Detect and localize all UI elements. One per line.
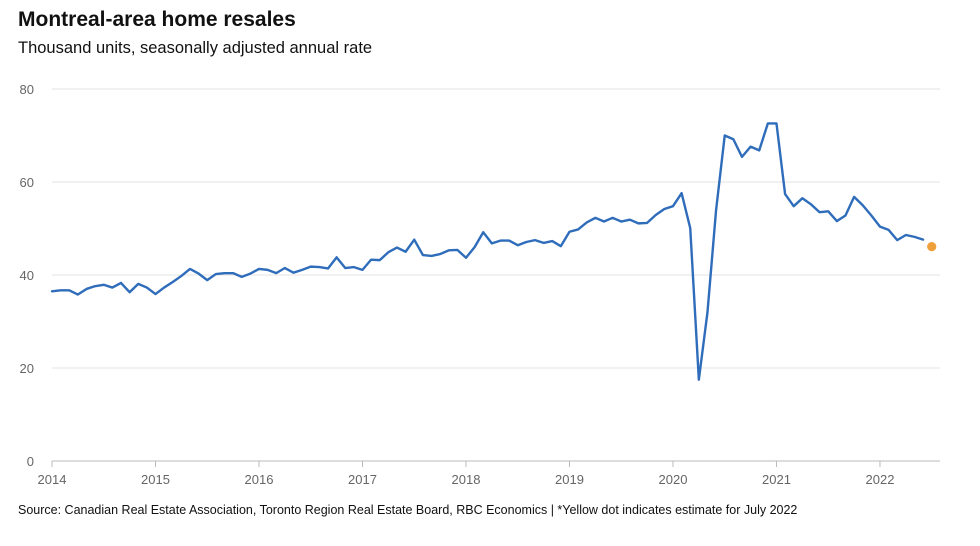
y-tick-label: 20 xyxy=(20,361,34,376)
gridlines xyxy=(52,88,940,462)
x-tick-label: 2018 xyxy=(452,472,481,487)
y-tick-label: 80 xyxy=(20,82,34,97)
x-tick-label: 2021 xyxy=(762,472,791,487)
x-axis-ticks: 2014 2015 2016 2017 2018 2019 2020 2021 2022 xyxy=(38,461,895,487)
series-line-home-resales xyxy=(50,122,925,381)
estimate-markers xyxy=(927,242,937,252)
x-tick-label: 2020 xyxy=(659,472,688,487)
x-tick-label: 2015 xyxy=(141,472,170,487)
source-note: Source: Canadian Real Estate Association… xyxy=(18,503,798,517)
x-tick-label: 2019 xyxy=(555,472,584,487)
x-tick-label: 2022 xyxy=(866,472,895,487)
y-axis-ticks: 0 20 40 60 80 xyxy=(20,82,34,469)
estimate-dot xyxy=(927,242,937,252)
x-tick-label: 2016 xyxy=(245,472,274,487)
chart-subtitle: Thousand units, seasonally adjusted annu… xyxy=(18,39,373,57)
y-tick-label: 60 xyxy=(20,175,34,190)
y-tick-label: 40 xyxy=(20,268,34,283)
x-tick-label: 2014 xyxy=(38,472,67,487)
series-lines xyxy=(50,122,925,381)
chart-title: Montreal-area home resales xyxy=(18,8,296,31)
x-tick-label: 2017 xyxy=(348,472,377,487)
y-tick-label: 0 xyxy=(27,454,34,469)
